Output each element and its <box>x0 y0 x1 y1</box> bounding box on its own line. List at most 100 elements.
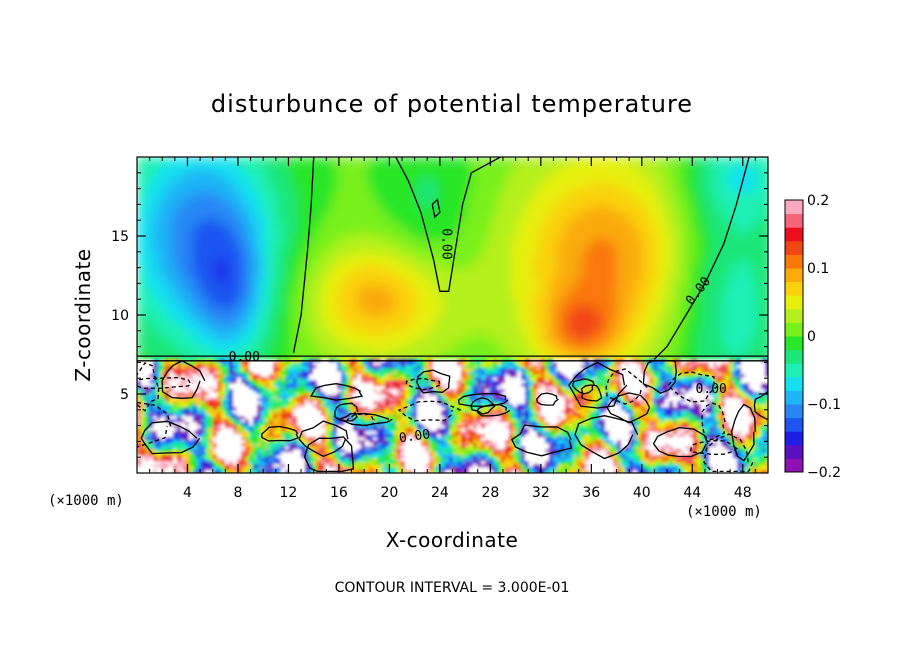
heatmap-cell <box>327 169 333 174</box>
heatmap-cell <box>447 349 453 354</box>
heatmap-cell <box>347 161 353 166</box>
heatmap-cell <box>377 313 383 318</box>
heatmap-cell <box>402 213 408 218</box>
heatmap-cell <box>452 293 458 298</box>
heatmap-cell <box>217 221 223 226</box>
heatmap-cell <box>267 325 273 330</box>
heatmap-cell <box>262 165 268 170</box>
heatmap-cell <box>152 329 158 334</box>
heatmap-cell <box>362 217 368 222</box>
heatmap-cell <box>157 285 163 290</box>
heatmap-cell <box>337 205 343 210</box>
heatmap-cell <box>187 297 193 302</box>
heatmap-cell <box>387 201 393 206</box>
heatmap-cell <box>207 157 213 162</box>
heatmap-cell <box>427 201 433 206</box>
heatmap-cell <box>162 337 168 342</box>
heatmap-cell <box>347 181 353 186</box>
heatmap-cell <box>432 281 438 286</box>
heatmap-cell <box>212 313 218 318</box>
heatmap-cell <box>187 193 193 198</box>
heatmap-cell <box>222 265 228 270</box>
heatmap-cell <box>187 213 193 218</box>
heatmap-cell <box>227 317 233 322</box>
heatmap-cell <box>227 273 233 278</box>
heatmap-cell <box>357 337 363 342</box>
heatmap-cell <box>292 229 298 234</box>
heatmap-cell <box>187 321 193 326</box>
heatmap-cell <box>232 257 238 262</box>
heatmap-cell <box>462 165 468 170</box>
heatmap-cell <box>377 281 383 286</box>
heatmap-cell <box>462 161 468 166</box>
heatmap-cell <box>367 269 373 274</box>
heatmap-cell <box>407 297 413 302</box>
heatmap-cell <box>292 265 298 270</box>
heatmap-cell <box>207 265 213 270</box>
heatmap-cell <box>247 277 253 282</box>
heatmap-cell <box>277 309 283 314</box>
heatmap-cell <box>417 221 423 226</box>
heatmap-cell <box>302 337 308 342</box>
heatmap-cell <box>222 177 228 182</box>
heatmap-cell <box>487 181 493 186</box>
heatmap-cell <box>192 177 198 182</box>
heatmap-cell <box>372 257 378 262</box>
heatmap-cell <box>182 189 188 194</box>
heatmap-cell <box>207 169 213 174</box>
heatmap-cell <box>467 277 473 282</box>
heatmap-cell <box>152 245 158 250</box>
heatmap-cell <box>487 233 493 238</box>
heatmap-cell <box>287 169 293 174</box>
heatmap-cell <box>307 293 313 298</box>
heatmap-cell <box>432 345 438 350</box>
heatmap-cell <box>147 173 153 178</box>
heatmap-cell <box>472 185 478 190</box>
heatmap-cell <box>237 277 243 282</box>
heatmap-cell <box>282 161 288 166</box>
heatmap-cell <box>267 293 273 298</box>
heatmap-cell <box>487 261 493 266</box>
heatmap-cell <box>327 165 333 170</box>
heatmap-cell <box>362 341 368 346</box>
heatmap-cell <box>247 185 253 190</box>
heatmap-cell <box>412 181 418 186</box>
heatmap-cell <box>322 185 328 190</box>
heatmap-cell <box>302 317 308 322</box>
heatmap-cell <box>457 185 463 190</box>
heatmap-cell <box>372 309 378 314</box>
heatmap-cell <box>467 197 473 202</box>
heatmap-cell <box>447 201 453 206</box>
heatmap-cell <box>457 201 463 206</box>
heatmap-cell <box>167 213 173 218</box>
heatmap-cell <box>187 217 193 222</box>
heatmap-cell <box>217 217 223 222</box>
heatmap-cell <box>287 249 293 254</box>
heatmap-cell <box>237 289 243 294</box>
heatmap-cell <box>312 205 318 210</box>
heatmap-cell <box>332 257 338 262</box>
heatmap-cell <box>427 257 433 262</box>
heatmap-cell <box>457 261 463 266</box>
heatmap-cell <box>367 161 373 166</box>
heatmap-cell <box>397 169 403 174</box>
heatmap-cell <box>287 341 293 346</box>
heatmap-cell <box>342 257 348 262</box>
heatmap-cell <box>482 253 488 258</box>
heatmap-cell <box>322 209 328 214</box>
heatmap-cell <box>392 345 398 350</box>
heatmap-cell <box>337 285 343 290</box>
heatmap-cell <box>322 297 328 302</box>
heatmap-cell <box>382 249 388 254</box>
heatmap-cell <box>207 293 213 298</box>
heatmap-cell <box>232 269 238 274</box>
heatmap-cell <box>382 193 388 198</box>
heatmap-cell <box>352 185 358 190</box>
heatmap-cell <box>292 261 298 266</box>
heatmap-cell <box>352 161 358 166</box>
heatmap-cell <box>192 261 198 266</box>
heatmap-cell <box>227 173 233 178</box>
heatmap-cell <box>357 305 363 310</box>
heatmap-cell <box>167 177 173 182</box>
heatmap-cell <box>237 177 243 182</box>
